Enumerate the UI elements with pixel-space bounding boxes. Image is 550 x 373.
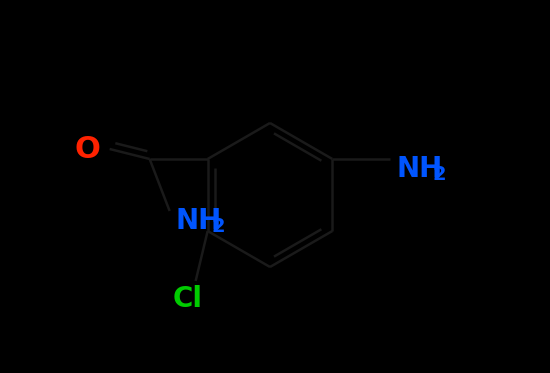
Text: 2: 2 — [432, 166, 446, 185]
Text: NH: NH — [175, 207, 222, 235]
Text: 2: 2 — [212, 217, 225, 236]
Text: Cl: Cl — [173, 285, 202, 313]
Text: O: O — [75, 135, 101, 163]
Text: NH: NH — [397, 155, 443, 183]
